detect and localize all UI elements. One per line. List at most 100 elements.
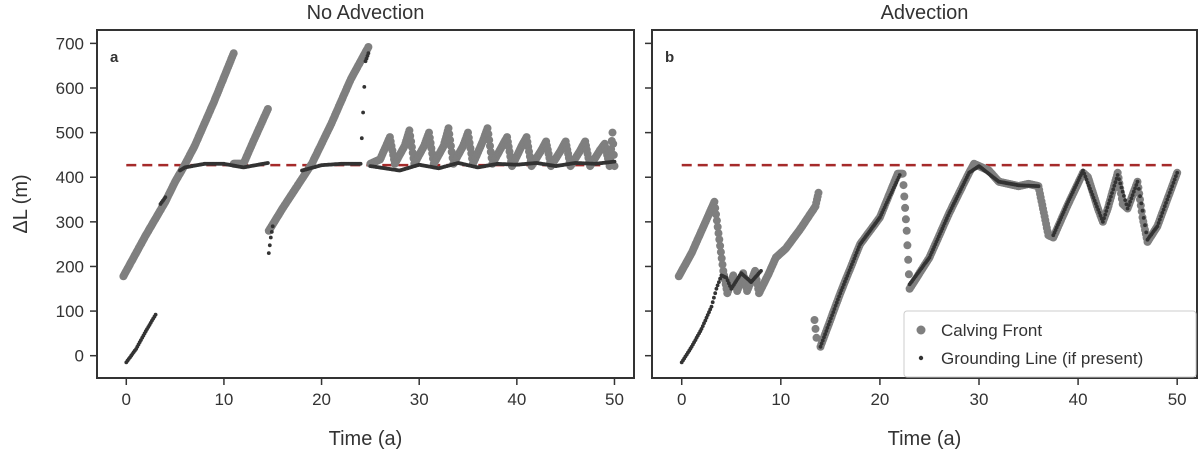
x-tick-label: 30 bbox=[410, 390, 429, 409]
grounding-line-point bbox=[1082, 171, 1087, 176]
calving-front-point bbox=[811, 324, 820, 333]
grounding-line-point bbox=[713, 291, 718, 296]
grounding-line-point bbox=[1128, 199, 1132, 204]
grounding-line-point bbox=[1101, 219, 1105, 224]
y-tick-label: 100 bbox=[56, 302, 84, 321]
grounding-line-point bbox=[1096, 207, 1101, 212]
grounding-line-point bbox=[1089, 189, 1094, 194]
grounding-line-point bbox=[840, 285, 845, 290]
grounding-line-point bbox=[1175, 170, 1180, 175]
grounding-line-point bbox=[825, 326, 830, 330]
calving-front-point bbox=[486, 147, 495, 156]
grounding-line-point bbox=[1084, 177, 1089, 182]
grounding-line-point bbox=[709, 304, 714, 309]
grounding-line-point bbox=[1162, 204, 1167, 209]
calving-front-point bbox=[609, 139, 618, 148]
grounding-line-point bbox=[855, 248, 860, 252]
grounding-line-point bbox=[1102, 216, 1106, 221]
calving-front-point bbox=[483, 124, 492, 133]
grounding-line-point bbox=[843, 279, 847, 284]
grounding-line-point bbox=[820, 338, 825, 343]
calving-front-point bbox=[712, 216, 721, 225]
grounding-line-point bbox=[851, 259, 855, 264]
grounding-line-point bbox=[854, 250, 859, 255]
grounding-line-point bbox=[153, 312, 158, 317]
legend-box bbox=[903, 310, 1197, 378]
calving-front-point bbox=[901, 215, 910, 224]
grounding-line-point bbox=[826, 322, 831, 327]
calving-front-point bbox=[447, 147, 456, 156]
x-tick-label: 40 bbox=[507, 390, 526, 409]
grounding-line-point bbox=[834, 300, 839, 305]
grounding-line-point bbox=[830, 313, 834, 318]
calving-front-point bbox=[899, 181, 908, 190]
grounding-line-point bbox=[1091, 195, 1096, 200]
calving-front-point bbox=[609, 150, 618, 159]
x-tick-label: 0 bbox=[677, 390, 686, 409]
calving-front-point bbox=[716, 248, 725, 257]
grounding-line-point bbox=[1098, 213, 1103, 218]
grounding-line-point bbox=[1085, 180, 1090, 185]
grounding-line-point bbox=[1118, 181, 1123, 186]
grounding-line-point bbox=[759, 269, 763, 273]
plot-frame bbox=[96, 29, 635, 379]
grounding-line-point bbox=[1138, 194, 1142, 199]
grounding-line-point bbox=[841, 282, 846, 287]
series-grounding-line bbox=[679, 164, 1180, 365]
grounding-line-point bbox=[833, 303, 838, 308]
calving-front-point bbox=[263, 105, 272, 113]
grounding-line-point bbox=[612, 159, 617, 164]
grounding-line-point bbox=[1130, 193, 1135, 198]
calving-front-point bbox=[904, 255, 913, 264]
x-tick-label: 30 bbox=[970, 390, 989, 409]
grounding-line-point bbox=[366, 51, 371, 56]
y-tick-label: 200 bbox=[56, 257, 84, 276]
grounding-line-point bbox=[267, 243, 272, 248]
grounding-line-point bbox=[847, 268, 852, 272]
legend-entry: Grounding Line (if present) bbox=[941, 349, 1143, 368]
grounding-line-point bbox=[269, 230, 274, 234]
grounding-line-point bbox=[359, 136, 364, 141]
calving-front-point bbox=[364, 43, 373, 51]
calving-front-point bbox=[1136, 195, 1144, 204]
grounding-line-point bbox=[897, 173, 902, 177]
grounding-line-point bbox=[1141, 216, 1146, 220]
calving-front-point bbox=[718, 260, 727, 269]
grounding-line-point bbox=[1133, 186, 1137, 191]
calving-front-point bbox=[901, 203, 910, 212]
plot-frame bbox=[651, 29, 1198, 379]
grounding-line-point bbox=[1156, 221, 1161, 225]
y-tick-label: 600 bbox=[56, 79, 84, 98]
legend: Calving Front Grounding Line (if present) bbox=[903, 310, 1197, 378]
grounding-line-point bbox=[1164, 201, 1168, 205]
calving-front-point bbox=[229, 49, 238, 58]
grounding-line-point bbox=[163, 195, 168, 200]
grounding-line-point bbox=[717, 280, 721, 284]
legend-marker bbox=[916, 325, 926, 335]
x-axis-label: Time (a) bbox=[888, 428, 962, 450]
grounding-line-point bbox=[846, 271, 851, 275]
calving-front-point bbox=[484, 130, 493, 139]
calving-front-point bbox=[446, 136, 455, 145]
x-tick-label: 10 bbox=[771, 390, 790, 409]
grounding-line-point bbox=[1113, 180, 1118, 185]
grounding-line-point bbox=[1171, 180, 1176, 185]
calving-front-point bbox=[485, 136, 494, 145]
grounding-line-point bbox=[1136, 187, 1141, 191]
grounding-line-point bbox=[831, 310, 836, 314]
calving-front-point bbox=[715, 235, 724, 244]
grounding-line-point bbox=[838, 291, 843, 296]
grounding-line-point bbox=[1143, 223, 1147, 228]
x-tick-label: 20 bbox=[870, 390, 889, 409]
legend-marker bbox=[918, 355, 924, 361]
grounding-line-point bbox=[1159, 214, 1163, 219]
calving-front-point bbox=[445, 130, 454, 139]
grounding-line-point bbox=[829, 316, 833, 321]
grounding-line-point bbox=[1087, 183, 1091, 188]
grounding-line-point bbox=[1120, 189, 1125, 194]
panel-title: Advection bbox=[881, 2, 969, 24]
grounding-line-point bbox=[1104, 209, 1109, 213]
grounding-line-point bbox=[853, 253, 858, 258]
grounding-line-point bbox=[268, 235, 273, 240]
